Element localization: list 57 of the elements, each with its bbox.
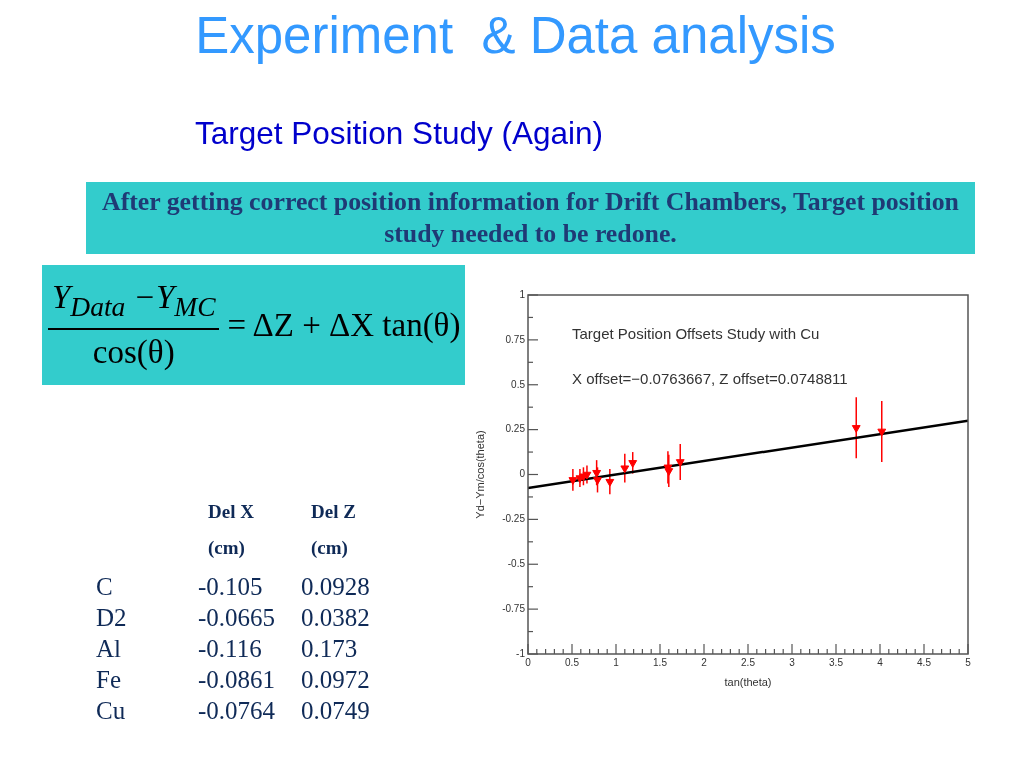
point (582, 471, 592, 480)
x-tick-label: 4.5 (917, 656, 932, 668)
y-tick-label: -0.5 (507, 558, 526, 569)
text: cos(θ) (92, 332, 175, 372)
x-tick-label: 1 (613, 656, 620, 668)
category-label: C (96, 572, 113, 602)
point (664, 468, 674, 476)
y-tick-label: -0.25 (502, 513, 526, 525)
category-label: Al (96, 634, 121, 664)
text: = ΔZ + ΔX tan(θ) (227, 306, 461, 345)
data-label: -0.116 (198, 634, 262, 664)
y-tick-label: 0.5 (511, 378, 526, 390)
point (851, 425, 861, 433)
legend-label: Del Z (cm) (311, 500, 357, 560)
data-label: -0.0861 (198, 665, 276, 695)
y-tick-label: 0.25 (505, 423, 526, 435)
point (877, 428, 887, 437)
legend-label: Del X (cm) (208, 500, 255, 560)
point (593, 477, 602, 485)
x-tick-label: 1.5 (653, 656, 668, 668)
y-tick-label: -1 (516, 647, 526, 659)
text: After getting correct position information for Drift Chambers, Target position study needed to be redone. (101, 186, 960, 250)
point (592, 469, 602, 478)
category-label: Fe (96, 665, 121, 695)
text: Experiment & Data analysis (194, 6, 837, 66)
point (568, 477, 578, 485)
category-label: D2 (96, 603, 127, 633)
category-label: Cu (96, 696, 126, 726)
data-label: -0.0665 (198, 603, 276, 633)
x-tick-label: 5 (965, 656, 972, 668)
point (675, 459, 685, 467)
x-tick-label: 3 (789, 656, 796, 668)
x-axis-title: tan(theta) (724, 676, 772, 689)
data-label: 0.0382 (301, 603, 370, 633)
text: Target Position Study (Again) (195, 114, 603, 153)
x-tick-label: 2 (701, 656, 708, 668)
text: Target Position Offsets Study with Cu (572, 325, 820, 343)
x-tick-label: 2.5 (741, 656, 756, 668)
data-label: 0.0972 (301, 665, 370, 695)
data-label: 0.173 (301, 634, 358, 664)
text: Y$_{Data}$ −Y$_{MC}$ (48, 276, 220, 330)
data-label: 0.0749 (301, 696, 370, 726)
x-tick-label: 4 (877, 656, 884, 668)
point (620, 465, 630, 474)
data-label: -0.105 (198, 572, 263, 602)
data-label: 0.0928 (301, 572, 370, 602)
y-tick-label: -0.75 (502, 602, 526, 614)
text: X offset=−0.0763667, Z offset=0.0748811 (572, 370, 848, 388)
y-tick-label: 0 (519, 468, 526, 480)
y-tick-label: 1 (519, 288, 526, 300)
x-tick-label: 0.5 (565, 656, 580, 668)
x-tick-label: 3.5 (829, 656, 844, 668)
data-label: -0.0764 (198, 696, 276, 726)
point (628, 460, 638, 468)
point (605, 478, 615, 487)
y-axis-title: Yd−Ym/cos(theta) (473, 430, 486, 519)
y-tick-label: 0.75 (505, 333, 526, 345)
